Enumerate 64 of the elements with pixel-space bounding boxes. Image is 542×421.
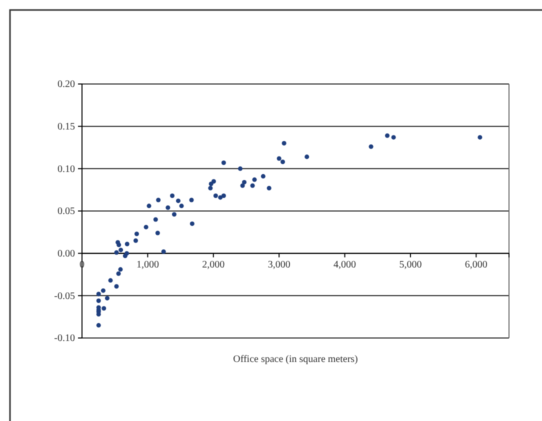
point [211,179,216,184]
point [161,249,166,254]
point [280,160,286,164]
point [102,306,106,311]
x-axis-title: Office space (in square meters) [233,354,358,365]
point [238,166,243,171]
point [391,135,396,140]
point [242,180,247,184]
y-tick-label: 0.20 [58,79,75,90]
y-tick-label: -0.10 [54,333,75,344]
x-tick-label: 6,000 [464,259,488,270]
point [221,194,226,198]
point [170,194,175,198]
point [118,248,124,252]
point [190,221,194,226]
point [260,174,266,179]
point [144,224,148,230]
x-tick-label: 4,000 [334,259,356,270]
point [114,284,119,289]
x-tick-label: 3,000 [268,259,290,270]
point [118,267,123,272]
point [134,232,139,236]
point [208,186,213,190]
point [146,204,152,208]
point [155,230,160,236]
point [100,288,106,293]
x-tick-label: 1,000 [136,259,159,270]
point [368,144,374,149]
point [108,278,113,283]
point [133,238,138,243]
point [104,296,110,300]
point [96,298,101,303]
point [252,177,257,182]
y-tick-label: 0.00 [58,248,75,260]
y-tick-label: 0.10 [58,164,75,175]
y-tick-label: -0.05 [54,290,75,302]
y-tick-label: 0.05 [58,206,75,218]
point [304,154,310,160]
point [221,160,226,165]
point [189,198,194,202]
point [213,194,218,198]
point [153,217,158,222]
x-tick-label: 5,000 [399,259,422,270]
point [166,205,170,210]
point [114,250,119,255]
point [176,198,180,204]
x-tick-label: 2,000 [202,259,225,270]
point [96,323,101,328]
point [96,292,101,296]
point [276,156,282,161]
y-tick-label: 0.15 [58,122,75,133]
point [282,141,286,146]
point [156,198,161,202]
point [124,251,130,256]
point [116,271,121,276]
point [478,135,482,140]
point [266,186,272,190]
point [385,133,390,138]
point [124,242,130,246]
point [179,204,184,208]
point [250,183,255,188]
point [172,212,176,217]
point [96,312,101,317]
point [116,242,122,248]
